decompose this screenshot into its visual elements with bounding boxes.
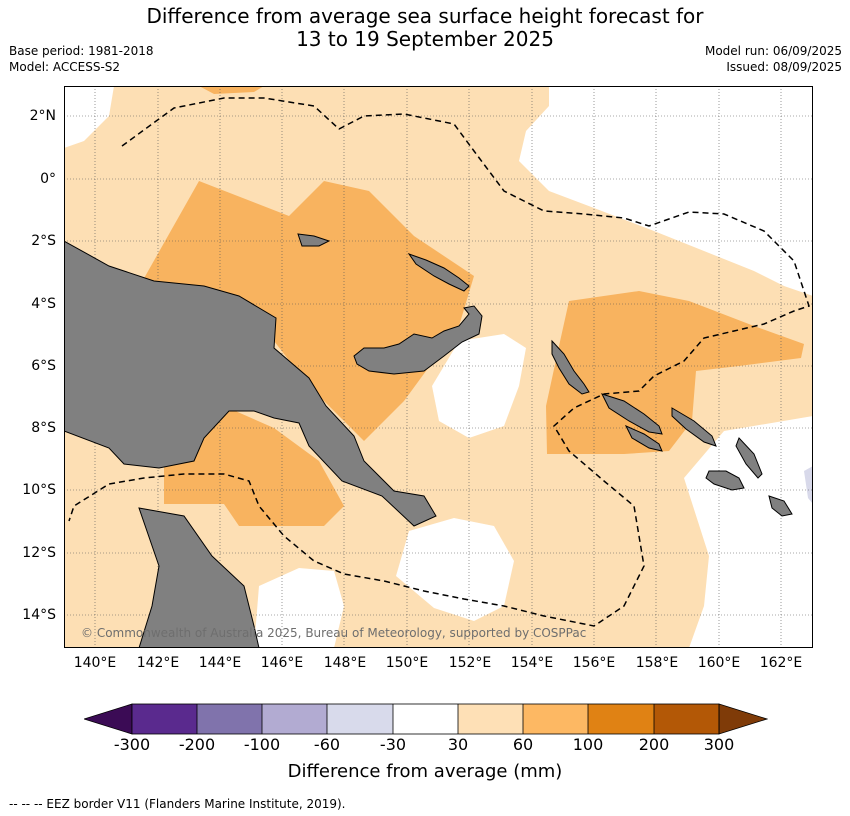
bougainville-land	[551, 339, 590, 395]
ssh-band-60-100-top	[199, 86, 264, 94]
lon-label-160e: 160°E	[697, 655, 741, 671]
eez-footnote: -- -- -- EEZ border V11 (Flanders Marine…	[9, 797, 346, 811]
meta-left: Base period: 1981-2018 Model: ACCESS-S2	[9, 43, 154, 75]
santa-isabel-land	[601, 393, 663, 435]
colorbar-outline	[131, 703, 720, 735]
colorbar-seg-4	[327, 704, 393, 734]
colorbar-tick-label: 60	[512, 735, 534, 754]
lat-label-12s: 12°S	[22, 545, 56, 561]
colorbar-seg-8	[588, 704, 654, 734]
lat-label-0: 0°	[40, 171, 56, 187]
colorbar-seg-1	[132, 704, 197, 734]
model-run-text: Model run: 06/09/2025	[704, 44, 842, 58]
colorbar-tick-label: -200	[178, 735, 216, 754]
lat-label-6s: 6°S	[31, 358, 56, 374]
lon-label-150e: 150°E	[385, 655, 429, 671]
malaita-land	[671, 407, 717, 447]
colorbar-seg-7	[523, 704, 588, 734]
lon-label-148e: 148°E	[323, 655, 367, 671]
colorbar-tick-label: -30	[379, 735, 407, 754]
colorbar-tick-label: -300	[113, 735, 151, 754]
lon-label-154e: 154°E	[510, 655, 554, 671]
colorbar-label: Difference from average (mm)	[287, 761, 563, 782]
new-guinea-land	[64, 240, 437, 527]
colorbar-seg-2	[197, 704, 262, 734]
map-title-line1: Difference from average sea surface heig…	[146, 4, 704, 28]
colorbar-seg-max	[718, 703, 768, 735]
lat-label-4s: 4°S	[31, 296, 56, 312]
vanuatu-island-a	[735, 437, 763, 479]
lon-label-140e: 140°E	[73, 655, 117, 671]
near-average-region-nw	[64, 86, 114, 148]
colorbar-seg-6	[458, 704, 523, 734]
manus-island	[297, 233, 331, 247]
colorbar-tick-label: 300	[703, 735, 735, 754]
new-ireland-land	[407, 253, 470, 292]
ssh-band-60-100-north-png	[134, 181, 474, 441]
map-frame	[64, 86, 813, 648]
lon-label-156e: 156°E	[572, 655, 616, 671]
colorbar-tick-label: 30	[447, 735, 469, 754]
colorbar-tick-label: -60	[313, 735, 341, 754]
lon-label-162e: 162°E	[759, 655, 803, 671]
colorbar	[84, 703, 768, 735]
lat-label-14s: 14°S	[22, 607, 56, 623]
colorbar-seg-min	[84, 703, 133, 735]
base-period-text: Base period: 1981-2018	[9, 44, 154, 58]
lon-label-158e: 158°E	[635, 655, 679, 671]
near-average-region-sw	[254, 568, 344, 648]
lat-label-8s: 8°S	[31, 420, 56, 436]
colorbar-tick-label: 100	[572, 735, 604, 754]
issued-text: Issued: 08/09/2025	[726, 60, 842, 74]
near-average-region-solomon-sea	[432, 334, 526, 438]
lon-label-144e: 144°E	[198, 655, 242, 671]
colorbar-seg-5	[393, 704, 458, 734]
ssh-band-60-100-solomons	[546, 291, 804, 454]
vanuatu-island-c	[768, 495, 793, 517]
new-britain-land	[353, 305, 483, 375]
ssh-band-60-100-gulf-papua	[164, 406, 344, 526]
colorbar-seg-9	[654, 704, 719, 734]
lon-label-142e: 142°E	[136, 655, 180, 671]
meta-right: Model run: 06/09/2025 Issued: 08/09/2025	[705, 43, 842, 75]
lat-label-10s: 10°S	[22, 482, 56, 498]
map-title-line2: 13 to 19 September 2025	[296, 27, 554, 51]
colorbar-tick-label: 200	[638, 735, 670, 754]
map-canvas	[64, 86, 813, 648]
map-panel	[64, 86, 813, 648]
colorbar-tick-label: -100	[243, 735, 281, 754]
lon-label-152e: 152°E	[448, 655, 492, 671]
near-average-region-ne	[519, 86, 813, 296]
land-masses	[64, 233, 793, 648]
eez-border-line	[68, 97, 810, 627]
lat-label-2n: 2°N	[29, 108, 56, 124]
near-average-region-coral-sea	[396, 518, 514, 621]
cape-york-land	[138, 507, 260, 648]
copyright-text: © Commonwealth of Australia 2025, Bureau…	[81, 626, 587, 640]
lon-label-146e: 146°E	[260, 655, 304, 671]
lat-label-2s: 2°S	[31, 233, 56, 249]
colorbar-dividers	[196, 704, 655, 734]
below-average-patch	[804, 466, 813, 504]
vanuatu-island-b	[705, 470, 745, 491]
model-text: Model: ACCESS-S2	[9, 60, 121, 74]
guadalcanal-land	[624, 424, 663, 452]
colorbar-seg-3	[262, 704, 327, 734]
